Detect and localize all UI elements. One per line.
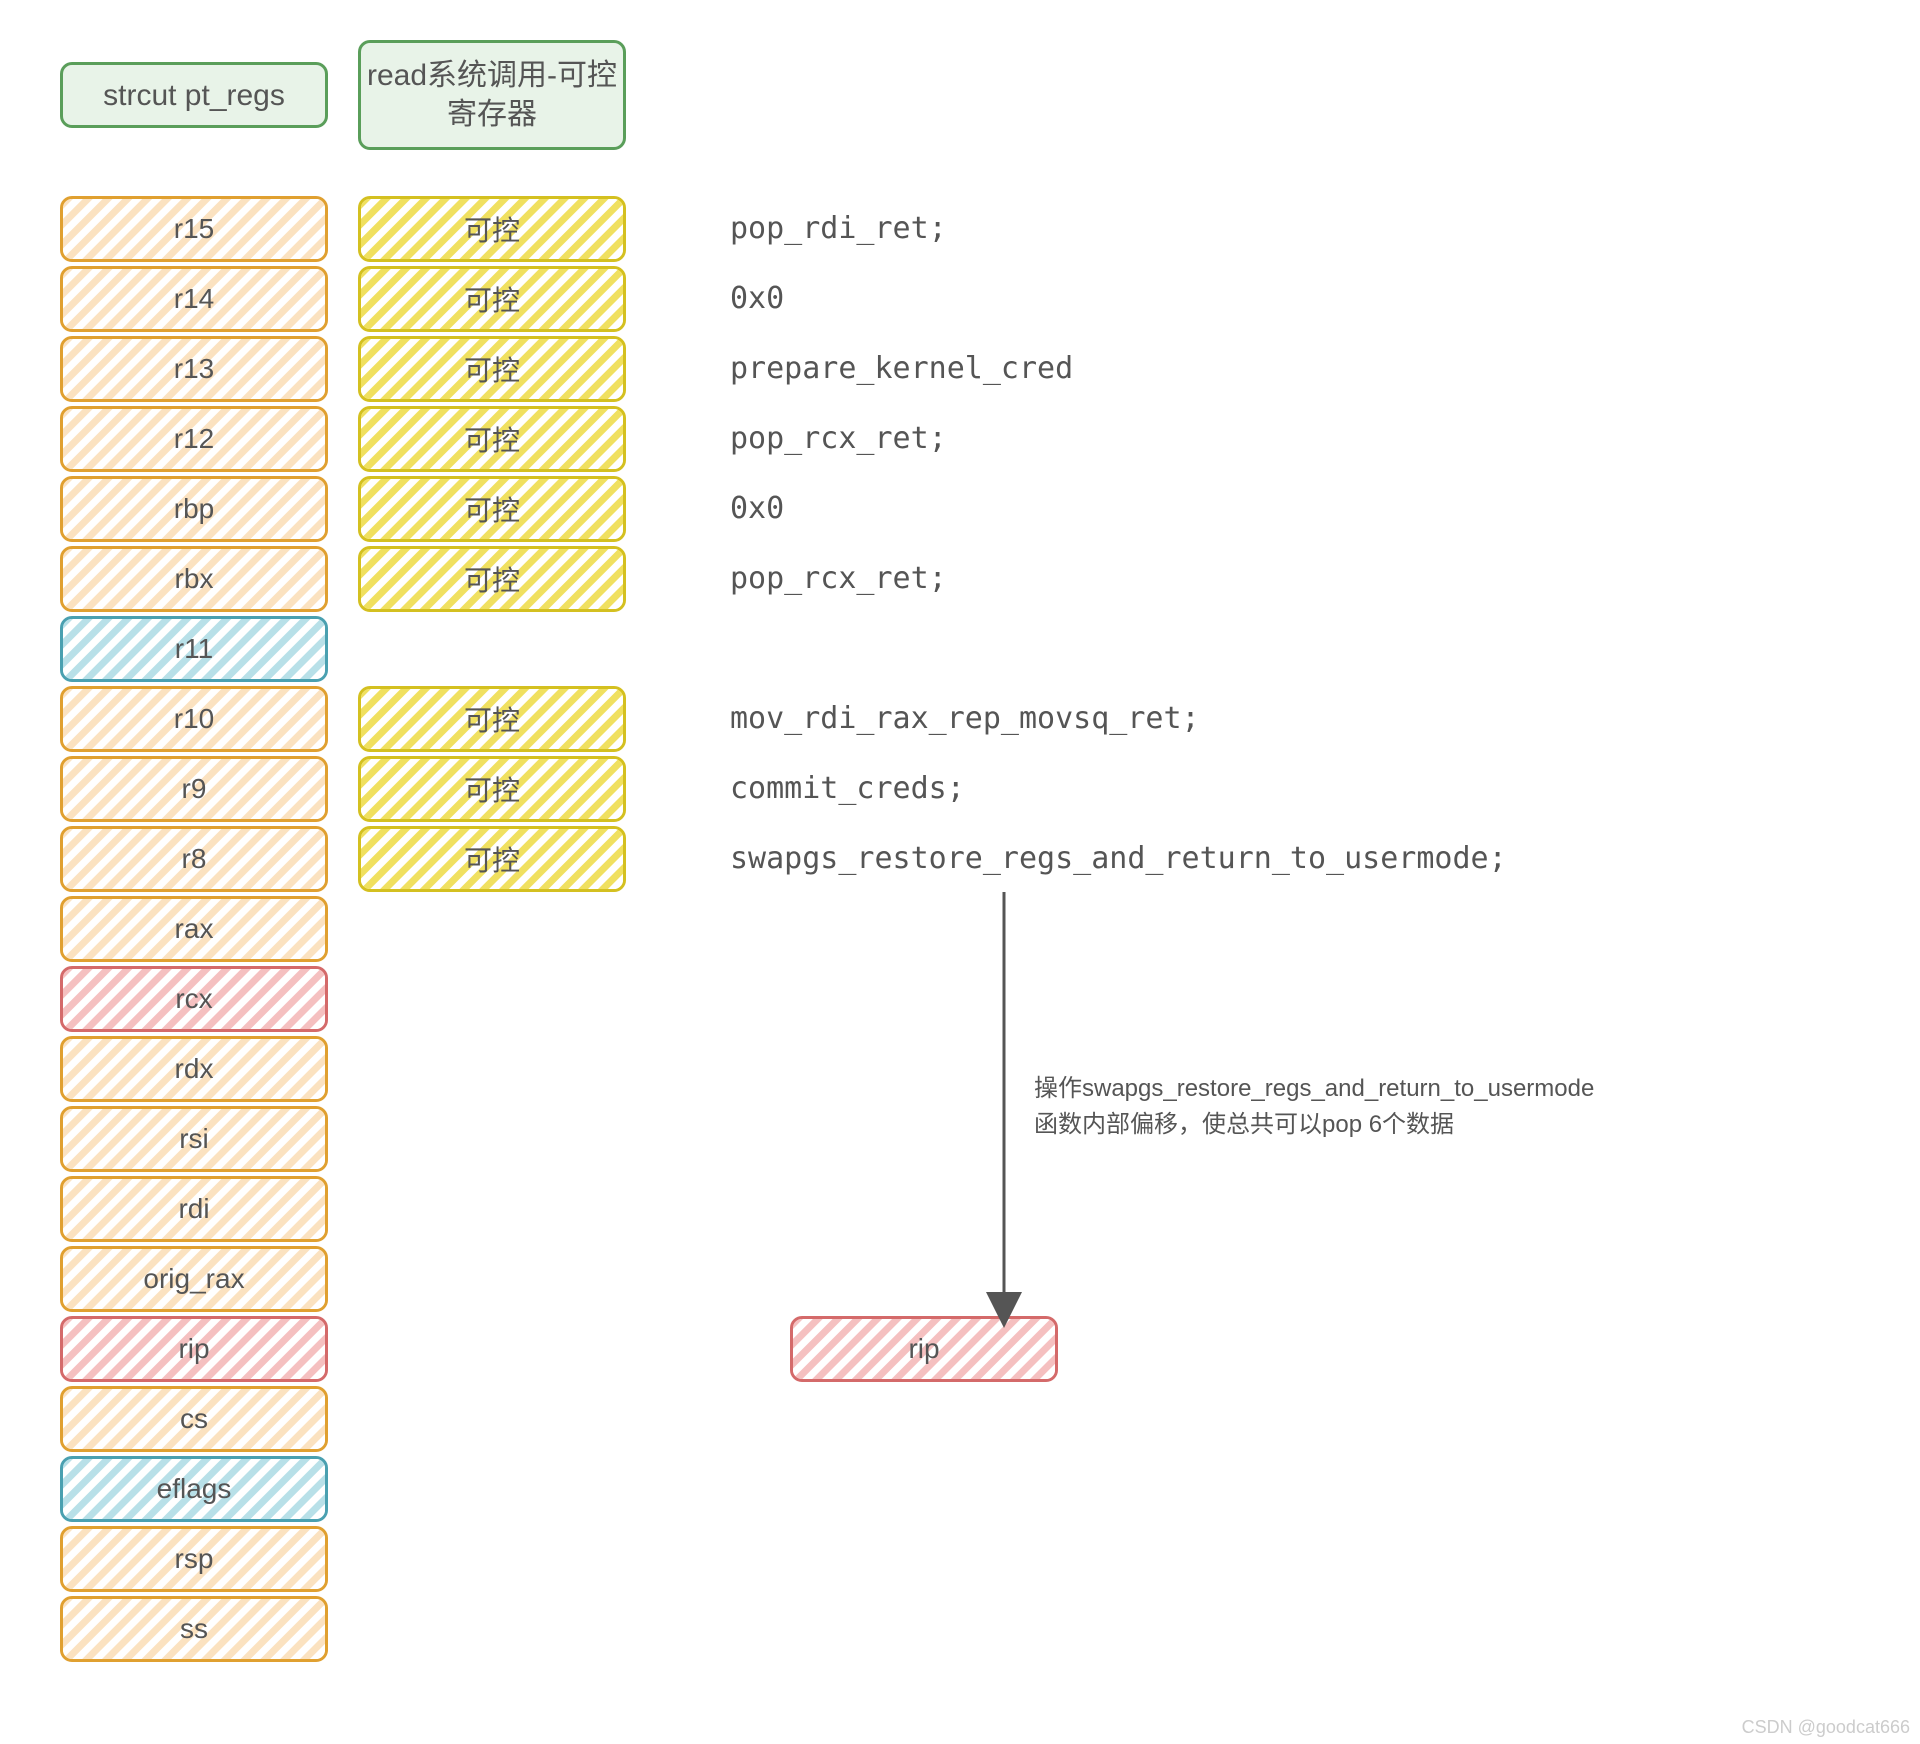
arrow-swapgs-to-rip	[0, 0, 1920, 1744]
note-swapgs: 操作swapgs_restore_regs_and_return_to_user…	[1034, 1071, 1734, 1143]
watermark: CSDN @goodcat666	[1742, 1717, 1910, 1738]
header-read-syscall: read系统调用-可控 寄存器	[358, 40, 626, 150]
